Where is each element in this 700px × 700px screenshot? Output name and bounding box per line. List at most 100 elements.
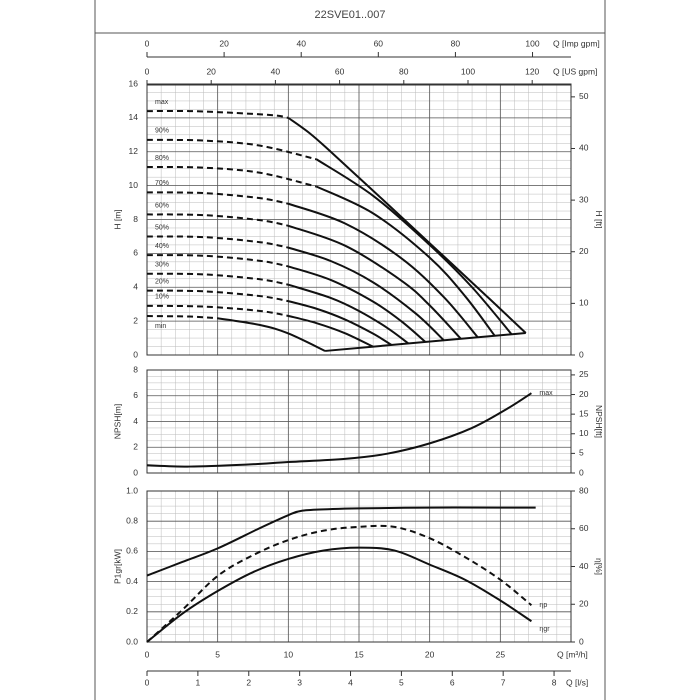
plot-frame (146, 369, 572, 474)
y2-tick-label: 50 (579, 91, 589, 101)
top-tick-label: 20 (219, 38, 229, 48)
y-tick-label: 4 (133, 282, 138, 292)
curve-label: max (539, 390, 553, 397)
x-tick-label: 0 (145, 649, 150, 659)
x-tick-label: 20 (425, 649, 435, 659)
top-tick-label: 0 (145, 66, 150, 76)
y-tick-label: 2 (133, 315, 138, 325)
top-tick-label: 80 (399, 66, 409, 76)
y-tick-label: 10 (129, 180, 139, 190)
curve (288, 300, 393, 346)
y2-tick-label: 0 (579, 636, 584, 646)
top-tick-label: 20 (206, 66, 216, 76)
y2-tick-label: 20 (579, 246, 589, 256)
curve (316, 158, 513, 335)
y-tick-label: 12 (129, 146, 139, 156)
y-tick-label: 0.2 (126, 606, 138, 616)
y-tick-label: 16 (129, 78, 139, 88)
curve (217, 317, 326, 352)
chart-title: 22SVE01..007 (315, 9, 386, 21)
bottom-tick-label: 5 (399, 677, 404, 687)
y-axis-label: H [m] (112, 209, 122, 229)
bottom-tick-label: 1 (196, 677, 201, 687)
curve (146, 304, 289, 317)
curve (146, 254, 289, 268)
x-tick-label: 25 (496, 649, 506, 659)
curve-label: 90% (155, 128, 169, 135)
y-axis-label: P1gr[kW] (112, 549, 122, 584)
top-tick-label: 120 (525, 66, 539, 76)
curve-label: min (155, 323, 166, 330)
y2-tick-label: 30 (579, 194, 589, 204)
curve (288, 314, 374, 348)
curve (288, 224, 462, 340)
curve (146, 506, 536, 577)
top-tick-label: 100 (525, 38, 539, 48)
x-tick-label: 15 (354, 649, 364, 659)
top-tick-label: 60 (374, 38, 384, 48)
curve-label: 50% (155, 224, 169, 231)
curve (146, 138, 317, 161)
bottom-tick-label: 0 (145, 677, 150, 687)
top-tick-label: 0 (145, 38, 150, 48)
y2-tick-label: 25 (579, 369, 589, 379)
top-tick-label: 80 (451, 38, 461, 48)
y-tick-label: 0.6 (126, 546, 138, 556)
x-tick-label: 5 (215, 649, 220, 659)
top-tick-label: 40 (271, 66, 281, 76)
y2-tick-label: 40 (579, 561, 589, 571)
curve-label: 20% (155, 278, 169, 285)
y-tick-label: 8 (133, 364, 138, 374)
bottom-axis-label: Q [l/s] (566, 677, 588, 687)
bottom-tick-label: 4 (348, 677, 353, 687)
plot-frame (146, 83, 572, 356)
curve (324, 331, 526, 352)
bottom-tick-label: 7 (501, 677, 506, 687)
y-axis-label: NPSH[m] (112, 404, 122, 439)
curve (288, 283, 410, 345)
curve (146, 213, 289, 227)
curve (146, 165, 317, 188)
y2-tick-label: 40 (579, 143, 589, 153)
y-tick-label: 4 (133, 416, 138, 426)
bottom-tick-label: 3 (297, 677, 302, 687)
curve-label: 10% (155, 294, 169, 301)
y2-axis-label: H [ft] (594, 211, 604, 229)
y2-tick-label: 20 (579, 389, 589, 399)
curve (146, 524, 533, 643)
curve-label: 80% (155, 155, 169, 162)
y-tick-label: 0.0 (126, 636, 138, 646)
top-tick-label: 100 (461, 66, 475, 76)
y2-tick-label: 15 (579, 408, 589, 418)
curve-label: ηgr (539, 626, 550, 633)
bottom-tick-label: 2 (246, 677, 251, 687)
y2-tick-label: 10 (579, 428, 589, 438)
y-tick-label: 6 (133, 248, 138, 258)
curve-label: 30% (155, 262, 169, 269)
curve-label: ηp (539, 602, 547, 609)
curve (316, 185, 496, 337)
curve (146, 109, 289, 119)
y2-tick-label: 80 (579, 485, 589, 495)
top-tick-label: 60 (335, 66, 345, 76)
curve (146, 272, 289, 286)
y-tick-label: 0 (133, 467, 138, 477)
curve-label: 40% (155, 243, 169, 250)
y-tick-label: 6 (133, 390, 138, 400)
bottom-tick-label: 8 (552, 677, 557, 687)
y-tick-label: 14 (129, 112, 139, 122)
y2-axis-label: NPSH[ft] (594, 405, 604, 438)
y-tick-label: 0 (133, 349, 138, 359)
curve (288, 202, 479, 338)
curve (287, 117, 527, 334)
curve-label: max (155, 99, 169, 106)
y2-tick-label: 0 (579, 349, 584, 359)
top-axis-label: Q [US gpm] (553, 66, 597, 76)
curve (288, 265, 427, 343)
y2-tick-label: 60 (579, 523, 589, 533)
curve (146, 392, 532, 468)
top-tick-label: 40 (296, 38, 306, 48)
y-tick-label: 1.0 (126, 485, 138, 495)
curve (146, 289, 289, 303)
